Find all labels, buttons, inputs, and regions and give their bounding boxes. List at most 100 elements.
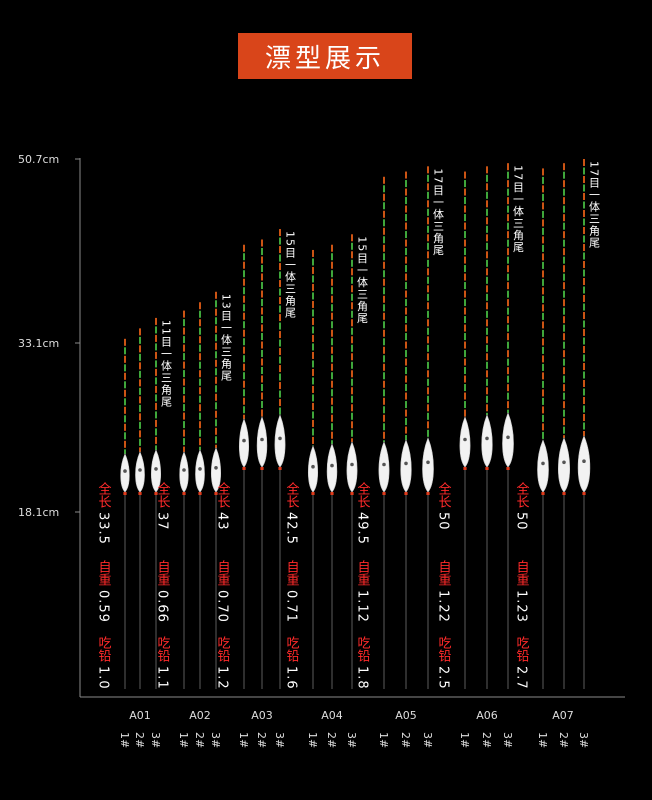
float-body-mark — [242, 438, 246, 443]
page-title: 漂型展示 — [264, 43, 385, 74]
size-label: 2# — [480, 732, 493, 748]
float-body — [120, 453, 130, 493]
float-body — [400, 439, 412, 493]
stat-prefix-lead: 吃铅 — [155, 635, 171, 662]
category-label: A05 — [395, 709, 417, 722]
stat-value-lead: 1.6 — [284, 666, 299, 690]
float-body — [326, 443, 338, 493]
stat-prefix-length: 全长 — [284, 481, 300, 508]
size-label: 3# — [501, 732, 514, 748]
float-body-mark — [426, 460, 430, 465]
size-label: 1# — [177, 732, 190, 748]
float-body — [179, 451, 189, 493]
size-label: 2# — [325, 732, 338, 748]
float-collar — [463, 467, 467, 470]
size-label: 1# — [306, 732, 319, 748]
size-label: 3# — [577, 732, 590, 748]
stat-prefix-weight: 自重 — [355, 560, 371, 586]
size-label: 2# — [399, 732, 412, 748]
category-label: A07 — [552, 709, 574, 722]
y-tick-label: 18.1cm — [18, 506, 59, 519]
float-collar — [214, 492, 218, 495]
float-collar — [182, 492, 186, 495]
stat-prefix-weight: 自重 — [155, 560, 171, 586]
float-collar — [260, 467, 264, 470]
float-collar — [506, 467, 510, 470]
float-body-mark — [311, 464, 315, 469]
stat-prefix-lead: 吃铅 — [514, 635, 530, 662]
size-label: 3# — [421, 732, 434, 748]
float-collar — [562, 492, 566, 495]
float-collar — [123, 492, 127, 495]
stat-prefix-weight: 自重 — [284, 560, 300, 586]
float-body-mark — [278, 436, 282, 441]
float-body — [577, 435, 591, 493]
stat-prefix-lead: 吃铅 — [355, 635, 371, 662]
stat-prefix-weight: 自重 — [436, 560, 452, 586]
stat-value-length: 37 — [155, 512, 170, 531]
size-label: 2# — [193, 732, 206, 748]
size-label: 3# — [209, 732, 222, 748]
stat-prefix-lead: 吃铅 — [215, 635, 231, 662]
float-body — [307, 445, 319, 493]
float-body-mark — [330, 463, 334, 468]
tail-label: 13目一体三角尾 — [220, 294, 233, 382]
float-collar — [404, 492, 408, 495]
category-label: A04 — [321, 709, 343, 722]
float-body — [274, 414, 286, 468]
stat-prefix-length: 全长 — [514, 481, 530, 508]
stat-prefix-length: 全长 — [155, 481, 171, 508]
category-label: A06 — [476, 709, 498, 722]
float-collar — [311, 492, 315, 495]
stat-value-length: 50 — [514, 512, 529, 531]
stat-value-length: 49.5 — [355, 512, 370, 545]
float-body-mark — [463, 437, 467, 442]
stat-value-lead: 1.8 — [355, 666, 370, 690]
size-label: 1# — [536, 732, 549, 748]
stat-value-weight: 1.22 — [436, 590, 451, 623]
size-label: 1# — [118, 732, 131, 748]
float-body — [378, 441, 390, 493]
float-body — [256, 416, 268, 468]
stat-value-length: 42.5 — [284, 512, 299, 545]
size-label: 2# — [255, 732, 268, 748]
float-body-mark — [485, 436, 489, 441]
float-collar — [330, 492, 334, 495]
category-label: A02 — [189, 709, 211, 722]
float-collar — [582, 492, 586, 495]
stat-value-lead: 1.2 — [215, 666, 230, 690]
stat-value-length: 50 — [436, 512, 451, 531]
float-body-mark — [198, 467, 202, 471]
float-body — [195, 449, 205, 493]
stat-value-lead: 1.1 — [155, 666, 170, 690]
stat-value-length: 33.5 — [96, 512, 111, 545]
stat-prefix-lead: 吃铅 — [284, 635, 300, 662]
float-body-mark — [404, 461, 408, 466]
stat-value-weight: 0.59 — [96, 590, 111, 623]
float-collar — [350, 492, 354, 495]
float-body-mark — [260, 437, 264, 442]
float-body-mark — [154, 467, 158, 471]
stat-prefix-lead: 吃铅 — [96, 635, 112, 662]
stat-value-lead: 2.5 — [436, 666, 451, 690]
stat-prefix-weight: 自重 — [514, 560, 530, 586]
stat-value-lead: 2.7 — [514, 666, 529, 690]
float-body — [135, 451, 145, 493]
size-label: 2# — [133, 732, 146, 748]
float-body — [537, 439, 549, 493]
size-label: 1# — [237, 732, 250, 748]
float-collar — [541, 492, 545, 495]
tail-label: 15目一体三角尾 — [284, 231, 297, 319]
stat-prefix-weight: 自重 — [215, 560, 231, 586]
y-tick-label: 33.1cm — [18, 337, 59, 350]
float-body — [502, 412, 514, 468]
float-collar — [154, 492, 158, 495]
category-label: A03 — [251, 709, 273, 722]
float-body-mark — [582, 459, 586, 464]
size-label: 1# — [458, 732, 471, 748]
float-body — [557, 437, 571, 493]
float-body-mark — [382, 462, 386, 467]
stat-value-weight: 1.23 — [514, 590, 529, 623]
tail-label: 17目一体三角尾 — [432, 168, 445, 256]
float-body — [459, 416, 471, 468]
